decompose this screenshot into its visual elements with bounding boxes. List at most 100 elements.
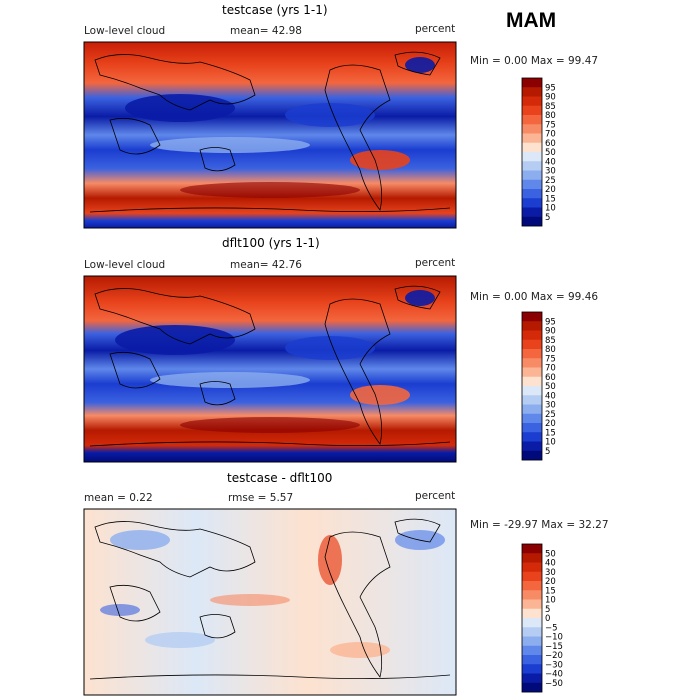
colorbar-tick-label: −15 xyxy=(545,642,563,652)
panel2-title: dflt100 (yrs 1-1) xyxy=(222,236,320,250)
colorbar-swatch xyxy=(522,441,542,452)
colorbar-swatch xyxy=(522,330,542,341)
colorbar-tick-label: 95 xyxy=(545,83,556,93)
colorbar-swatch xyxy=(522,423,542,433)
colorbar-tick-label: 15 xyxy=(545,194,556,204)
colorbar-swatch xyxy=(522,87,542,97)
colorbar-swatch xyxy=(522,618,542,628)
colorbar-tick-label: 30 xyxy=(545,167,556,177)
colorbar-swatch xyxy=(522,544,542,554)
colorbar-swatch xyxy=(522,189,542,199)
colorbar-tick-label: 75 xyxy=(545,120,556,130)
colorbar-tick-label: 25 xyxy=(545,410,556,420)
colorbar-tick-label: −20 xyxy=(545,651,563,661)
panel1-map xyxy=(84,42,456,228)
colorbar-tick-label: 20 xyxy=(545,185,556,195)
colorbar-tick-label: 50 xyxy=(545,382,556,392)
panel2-mean-label: mean= 42.76 xyxy=(230,259,302,271)
colorbar-swatch xyxy=(522,312,542,322)
colorbar-swatch xyxy=(522,376,542,387)
colorbar-swatch xyxy=(522,645,542,656)
colorbar-tick-label: 60 xyxy=(545,139,556,149)
colorbar-tick-label: 5 xyxy=(545,447,550,457)
colorbar-tick-label: 5 xyxy=(545,213,550,223)
colorbar-swatch xyxy=(522,198,542,208)
panel1-mean-label: mean= 42.98 xyxy=(230,25,302,37)
colorbar-swatch xyxy=(522,115,542,125)
panel1-variable-label: Low-level cloud xyxy=(84,25,166,37)
colorbar-swatch xyxy=(522,358,542,368)
panel3-title: testcase - dflt100 xyxy=(227,471,333,485)
colorbar-tick-label: 20 xyxy=(545,419,556,429)
colorbar-tick-label: −10 xyxy=(545,633,563,643)
panel2-minmax: Min = 0.00 Max = 99.46 xyxy=(470,291,599,303)
colorbar-tick-label: 40 xyxy=(545,559,556,569)
colorbar-swatch xyxy=(522,664,542,674)
panel3-frame xyxy=(83,508,457,696)
colorbar-swatch xyxy=(522,133,542,144)
panel2-frame xyxy=(83,275,457,463)
colorbar-swatch xyxy=(522,207,542,218)
panel1-frame xyxy=(83,41,457,229)
colorbar-swatch xyxy=(522,170,542,181)
panel3-minmax: Min = -29.97 Max = 32.27 xyxy=(470,519,609,531)
colorbar-tick-label: 20 xyxy=(545,577,556,587)
panel2-map xyxy=(84,276,456,462)
colorbar-swatch xyxy=(522,179,542,190)
colorbar-tick-label: 60 xyxy=(545,373,556,383)
colorbar-swatch xyxy=(522,627,542,637)
colorbar-swatch xyxy=(522,450,542,461)
colorbar-swatch xyxy=(522,599,542,610)
colorbar-tick-label: 30 xyxy=(545,401,556,411)
colorbar-swatch xyxy=(522,349,542,359)
colorbar-tick-label: 50 xyxy=(545,549,556,559)
colorbar-tick-label: 15 xyxy=(545,586,556,596)
panel3-map xyxy=(84,509,456,695)
colorbar-swatch xyxy=(522,562,542,573)
colorbar-tick-label: 90 xyxy=(545,327,556,337)
colorbars: 9590858075706050403025201510595908580757… xyxy=(521,77,563,693)
colorbar-tick-label: 40 xyxy=(545,391,556,401)
colorbar-swatch xyxy=(522,78,542,88)
colorbar-swatch xyxy=(522,655,542,665)
colorbar-tick-label: 85 xyxy=(545,102,556,112)
colorbar-swatch xyxy=(522,571,542,582)
colorbar-tick-label: 10 xyxy=(545,438,556,448)
colorbar-swatch xyxy=(522,105,542,116)
colorbar-swatch xyxy=(522,152,542,162)
colorbar-tick-label: 75 xyxy=(545,354,556,364)
colorbar-tick-label: 50 xyxy=(545,148,556,158)
colorbar-swatch xyxy=(522,590,542,600)
season-label: MAM xyxy=(506,9,557,32)
colorbar-swatch xyxy=(522,321,542,331)
colorbar-tick-label: 30 xyxy=(545,568,556,578)
panel3-mean-label: mean = 0.22 xyxy=(84,492,153,504)
colorbar-swatch xyxy=(522,96,542,107)
colorbar-tick-label: 70 xyxy=(545,364,556,374)
colorbar-swatch xyxy=(522,673,542,684)
colorbar-tick-label: 10 xyxy=(545,204,556,214)
panel2-variable-label: Low-level cloud xyxy=(84,259,166,271)
colorbar-tick-label: −50 xyxy=(545,679,563,689)
colorbar-tick-label: 15 xyxy=(545,428,556,438)
colorbar-tick-label: 80 xyxy=(545,345,556,355)
colorbar-tick-label: 80 xyxy=(545,111,556,121)
colorbar-swatch xyxy=(522,608,542,619)
panel3-units-label: percent xyxy=(415,490,456,502)
panel1-units-label: percent xyxy=(415,23,456,35)
colorbar-tick-label: −5 xyxy=(545,623,558,633)
colorbar-frame xyxy=(521,77,543,227)
colorbar-swatch xyxy=(522,367,542,378)
colorbar-swatch xyxy=(522,553,542,563)
colorbar-tick-label: 10 xyxy=(545,596,556,606)
colorbar-swatch xyxy=(522,395,542,405)
colorbar-swatch xyxy=(522,413,542,424)
colorbar-swatch xyxy=(522,161,542,171)
colorbar-swatch xyxy=(522,142,542,153)
colorbar-swatch xyxy=(522,339,542,350)
colorbar-tick-label: 70 xyxy=(545,130,556,140)
colorbar-swatch xyxy=(522,124,542,134)
